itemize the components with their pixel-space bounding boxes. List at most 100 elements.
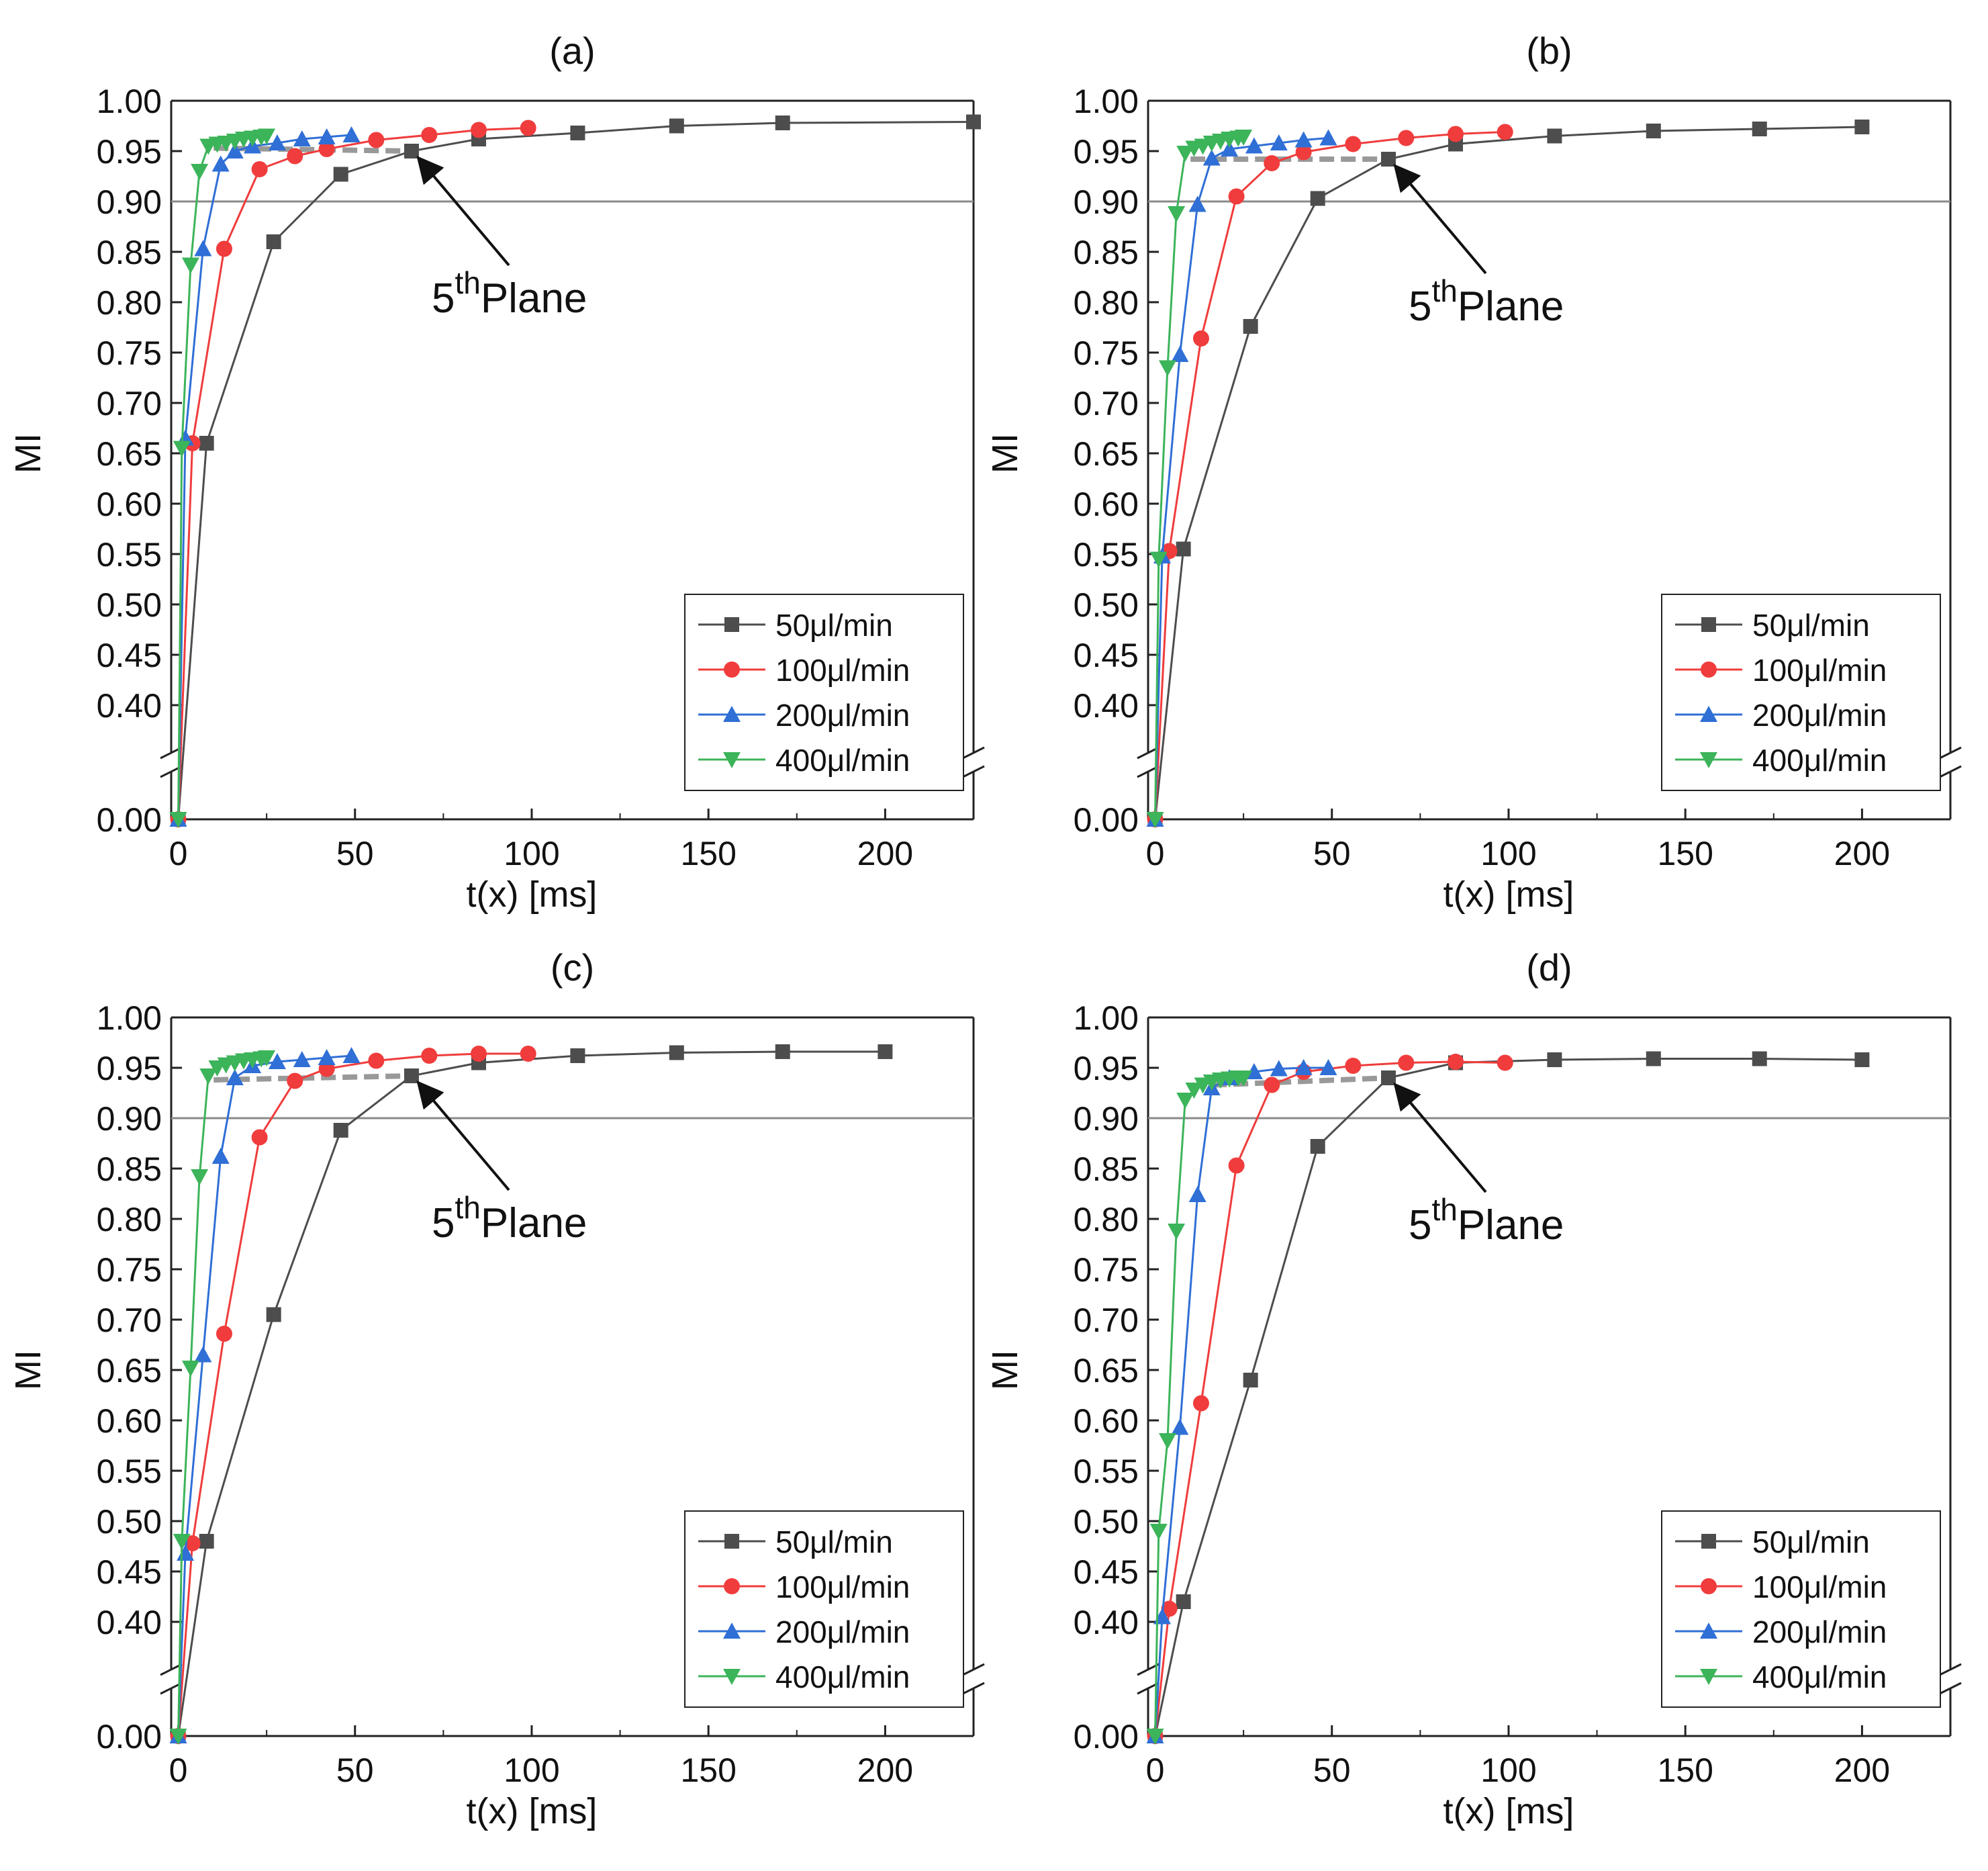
y-tick-label: 0.45: [97, 637, 162, 674]
data-point: [226, 142, 244, 158]
y-tick-label: 0.00: [1074, 1718, 1139, 1755]
axis-break-mark: [1137, 1663, 1159, 1676]
data-point: [1176, 146, 1194, 162]
y-tick-label: 0.85: [1074, 1150, 1139, 1188]
annotation-text: 5thPlane: [1409, 1192, 1564, 1248]
y-tick-label: 0.40: [97, 687, 162, 725]
data-point: [570, 126, 585, 140]
data-point: [318, 1049, 336, 1065]
x-tick-label: 100: [504, 1751, 559, 1789]
data-point: [404, 144, 419, 158]
axis-break-mark: [1939, 1682, 1962, 1695]
annotation-suffix: Plane: [1458, 1202, 1564, 1248]
y-tick-label: 0.65: [1074, 1352, 1139, 1389]
y-tick-label: 1.00: [97, 83, 162, 120]
data-point: [1168, 1224, 1186, 1240]
data-point: [173, 441, 191, 457]
data-point: [1192, 1395, 1209, 1412]
data-point: [1235, 130, 1253, 146]
panel-label: (b): [1526, 30, 1572, 72]
series-line-1: [177, 1050, 886, 1737]
y-tick-label: 0.85: [97, 1150, 162, 1188]
y-tick-label: 0.95: [1074, 1050, 1139, 1087]
legend-marker: [723, 1669, 741, 1685]
data-point: [287, 1073, 303, 1089]
legend-label: 400μl/min: [1752, 743, 1887, 778]
x-tick-label: 50: [336, 1751, 374, 1789]
data-point: [293, 130, 311, 146]
y-tick-label: 1.00: [97, 999, 162, 1037]
axis-break-mark: [962, 765, 985, 778]
data-point: [1854, 120, 1870, 134]
legend-label: 100μl/min: [775, 1569, 910, 1604]
data-point: [1243, 1373, 1258, 1387]
data-point: [318, 128, 336, 144]
data-point: [1319, 1059, 1337, 1075]
y-tick-label: 0.70: [97, 1302, 162, 1339]
y-axis-label: MI: [8, 433, 48, 473]
y-tick-label: 0.00: [1074, 801, 1139, 839]
data-point: [1447, 1054, 1464, 1070]
data-point: [1319, 129, 1337, 146]
y-tick-label: 0.55: [97, 1453, 162, 1490]
x-tick-label: 200: [857, 1751, 913, 1789]
data-point: [268, 1053, 286, 1069]
y-tick-label: 0.40: [97, 1604, 162, 1641]
y-tick-label: 0.60: [1074, 486, 1139, 523]
data-point: [1228, 188, 1245, 205]
dashed-guide-line: [214, 1073, 412, 1083]
y-tick-label: 0.60: [1074, 1402, 1139, 1440]
x-tick-label: 100: [504, 835, 559, 872]
data-point: [1158, 360, 1176, 377]
x-tick-label: 100: [1480, 835, 1536, 872]
y-tick-label: 0.50: [1074, 1503, 1139, 1541]
data-point: [1161, 1600, 1178, 1617]
data-point: [181, 257, 199, 274]
x-tick-label: 150: [680, 1751, 736, 1789]
data-point: [570, 1048, 585, 1063]
data-point: [1270, 1060, 1288, 1077]
data-point: [268, 134, 286, 150]
legend-label: 50μl/min: [1752, 608, 1870, 643]
legend-label: 200μl/min: [1752, 698, 1887, 733]
legend-label: 400μl/min: [775, 1659, 910, 1694]
y-tick-label: 0.80: [1074, 284, 1139, 322]
data-point: [181, 1361, 199, 1377]
series-line-2: [177, 127, 528, 820]
series-line-1: [1154, 1058, 1862, 1737]
data-point: [520, 120, 536, 136]
y-tick-label: 0.00: [97, 1718, 162, 1755]
y-tick-label: 0.95: [97, 133, 162, 171]
data-point: [342, 126, 361, 142]
series-line-1: [1154, 126, 1862, 820]
legend-label: 50μl/min: [775, 1524, 893, 1559]
y-tick-label: 0.90: [97, 183, 162, 221]
y-axis-label: MI: [8, 1350, 48, 1390]
legend-marker: [1700, 1669, 1717, 1685]
data-point: [1188, 195, 1206, 212]
annotation-superscript: th: [1431, 1192, 1457, 1227]
annotation-arrow: [416, 1080, 510, 1191]
data-point: [1752, 1051, 1767, 1066]
data-point: [1547, 1052, 1562, 1067]
data-point: [1202, 149, 1221, 166]
legend-marker: [1701, 1578, 1717, 1594]
annotation-suffix: Plane: [481, 1200, 587, 1246]
data-point: [1646, 124, 1661, 138]
data-point: [216, 240, 232, 257]
chart-panel-4: (d) 0.00 0.40 0.45 0.50 0.55 0.60 0.65 0.70 0.75 0…: [985, 946, 1962, 1831]
series-line-2: [1154, 1060, 1505, 1737]
y-tick-label: 0.45: [1074, 1553, 1139, 1591]
legend-label: 200μl/min: [1752, 1614, 1887, 1649]
data-point: [318, 141, 335, 157]
data-point: [258, 128, 276, 145]
data-point: [421, 127, 438, 143]
chart-panel-2: (b) 0.00 0.40 0.45 0.50 0.55 0.60 0.65 0.70 0.75 0…: [985, 30, 1962, 915]
panel-label: (c): [551, 946, 594, 989]
data-point: [173, 1534, 191, 1550]
annotation-number: 5: [1409, 283, 1431, 330]
y-tick-label: 0.70: [97, 385, 162, 422]
data-point: [266, 1307, 281, 1322]
y-tick-label: 0.60: [97, 1402, 162, 1440]
legend-marker: [1701, 661, 1717, 678]
